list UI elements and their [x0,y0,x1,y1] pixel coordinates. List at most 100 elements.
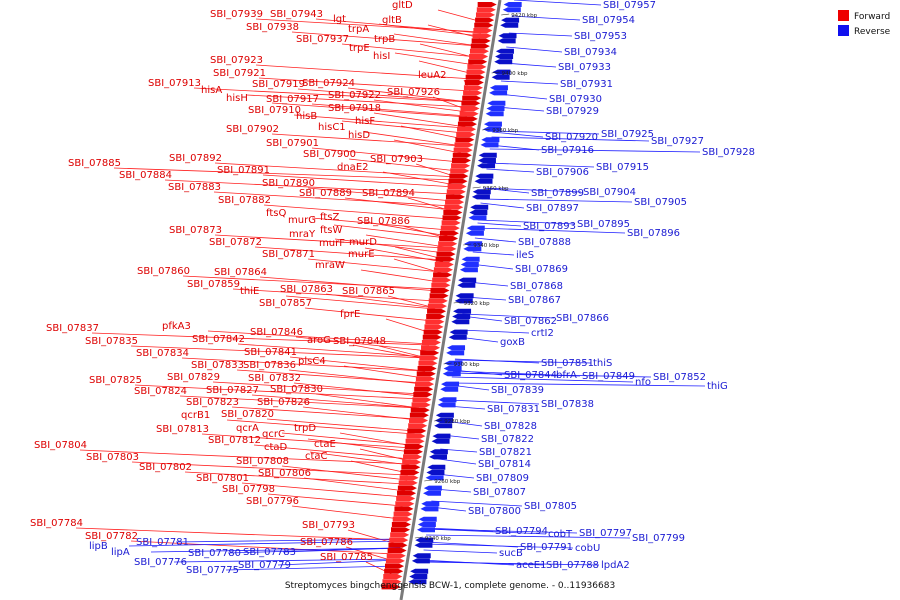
forward-gene-arrow [476,7,496,13]
tick-mark [472,186,481,189]
forward-gene-label: SBI_07892 [169,153,222,164]
forward-connector-line [363,131,463,147]
forward-connector-line [253,444,411,460]
reverse-gene-arrow [491,74,510,80]
reverse-gene-label: SBI_07791 [520,542,573,553]
forward-connector-line [400,125,464,140]
forward-connector-line [231,406,417,420]
forward-gene-arrow [441,220,461,226]
tick-label: 9380 kbp [492,128,518,134]
reverse-gene-label: SBI_07852 [653,372,706,383]
forward-gene-label: SBI_07798 [222,484,275,495]
reverse-connector-line [482,187,530,194]
forward-gene-arrow [394,506,414,512]
reverse-gene-arrow [457,282,476,288]
reverse-gene-arrow [435,418,454,423]
forward-gene-label: SBI_07891 [217,165,270,176]
forward-gene-label: SBI_07842 [192,334,245,345]
forward-gene-label: SBI_07913 [148,78,201,89]
legend-reverse-label: Reverse [854,27,891,37]
forward-gene-arrow [437,246,457,252]
reverse-connector-line [477,222,522,227]
forward-connector-line [393,33,479,47]
forward-gene-label: murD [349,237,377,248]
reverse-connector-line [277,559,399,566]
reverse-gene-label: lpdA2 [601,560,630,571]
forward-gene-arrow [449,173,469,179]
reverse-gene-arrow [489,90,508,96]
reverse-gene-label: SBI_07906 [536,167,589,178]
reverse-gene-label: thiG [707,381,728,392]
reverse-gene-arrow [425,475,444,481]
reverse-gene-arrow [412,553,431,559]
forward-connector-line [393,258,442,274]
forward-gene-label: SBI_07835 [85,336,138,347]
forward-gene-arrow [442,215,462,221]
forward-connector-line [297,88,470,103]
forward-gene-arrow [473,28,493,33]
reverse-gene-label: goxB [500,337,525,348]
forward-gene-label: SBI_07834 [136,348,189,359]
reverse-gene-label: SBI_07776 [134,557,187,568]
reverse-gene-arrow [415,537,434,543]
reverse-gene-label: SBI_07800 [468,506,521,517]
reverse-gene-label: nfo [635,377,651,388]
forward-connector-line [285,295,436,310]
forward-connector-line [365,221,448,237]
forward-connector-line [302,406,417,421]
forward-connector-line [226,419,415,435]
forward-gene-label: mraY [289,229,316,240]
forward-connector-line [307,438,412,453]
reverse-connector-line [451,376,634,383]
forward-gene-arrow [456,132,476,137]
forward-gene-label: SBI_07808 [236,456,289,467]
forward-connector-line [311,103,467,117]
forward-gene-label: SBI_07823 [186,397,239,408]
reverse-gene-label: SBI_07915 [596,162,649,173]
reverse-connector-line [462,313,555,319]
forward-gene-arrow [403,449,423,455]
forward-gene-label: ftsZ [320,212,339,223]
reverse-gene-label: SBI_07895 [577,219,630,230]
reverse-gene-arrow [501,17,520,23]
forward-connector-line [365,234,446,248]
forward-gene-label: SBI_07917 [266,94,319,105]
forward-gene-label: SBI_07837 [46,323,99,334]
forward-gene-arrow [470,43,490,49]
forward-gene-label: SBI_07802 [139,462,192,473]
forward-gene-arrow [435,256,455,262]
forward-gene-arrow [433,267,453,273]
reverse-gene-arrow [468,215,487,221]
forward-gene-arrow [450,168,470,174]
forward-gene-label: SBI_07873 [169,225,222,236]
reverse-gene-label: SBI_07925 [601,129,654,140]
forward-connector-line [164,179,455,195]
reverse-connector-line [451,382,706,387]
forward-connector-line [281,432,413,446]
forward-gene-label: SBI_07901 [266,138,319,149]
reverse-gene-label: SBI_07905 [634,197,687,208]
reverse-connector-line [503,62,557,68]
forward-connector-line [258,77,472,92]
forward-connector-line [341,43,477,58]
forward-gene-arrow [459,111,479,117]
forward-connector-line [311,147,460,163]
forward-connector-line [427,24,480,39]
forward-gene-label: SBI_07919 [252,79,305,90]
forward-gene-label: SBI_07857 [259,298,312,309]
reverse-connector-line [424,543,574,549]
forward-connector-line [214,234,446,249]
forward-gene-arrow [387,548,407,553]
reverse-gene-arrow [452,314,471,319]
reverse-gene-arrow [460,262,479,267]
forward-gene-label: murF [319,238,345,249]
reverse-gene-label: SBI_07862 [504,316,557,327]
reverse-connector-line [483,187,582,193]
forward-gene-label: SBI_07885 [68,158,121,169]
forward-gene-label: SBI_07786 [300,537,353,548]
forward-connector-line [387,295,436,309]
reverse-gene-label: SBI_07897 [526,203,579,214]
forward-gene-arrow [400,470,420,475]
forward-connector-line [267,493,403,507]
reverse-gene-label: SBI_07851 [541,358,594,369]
